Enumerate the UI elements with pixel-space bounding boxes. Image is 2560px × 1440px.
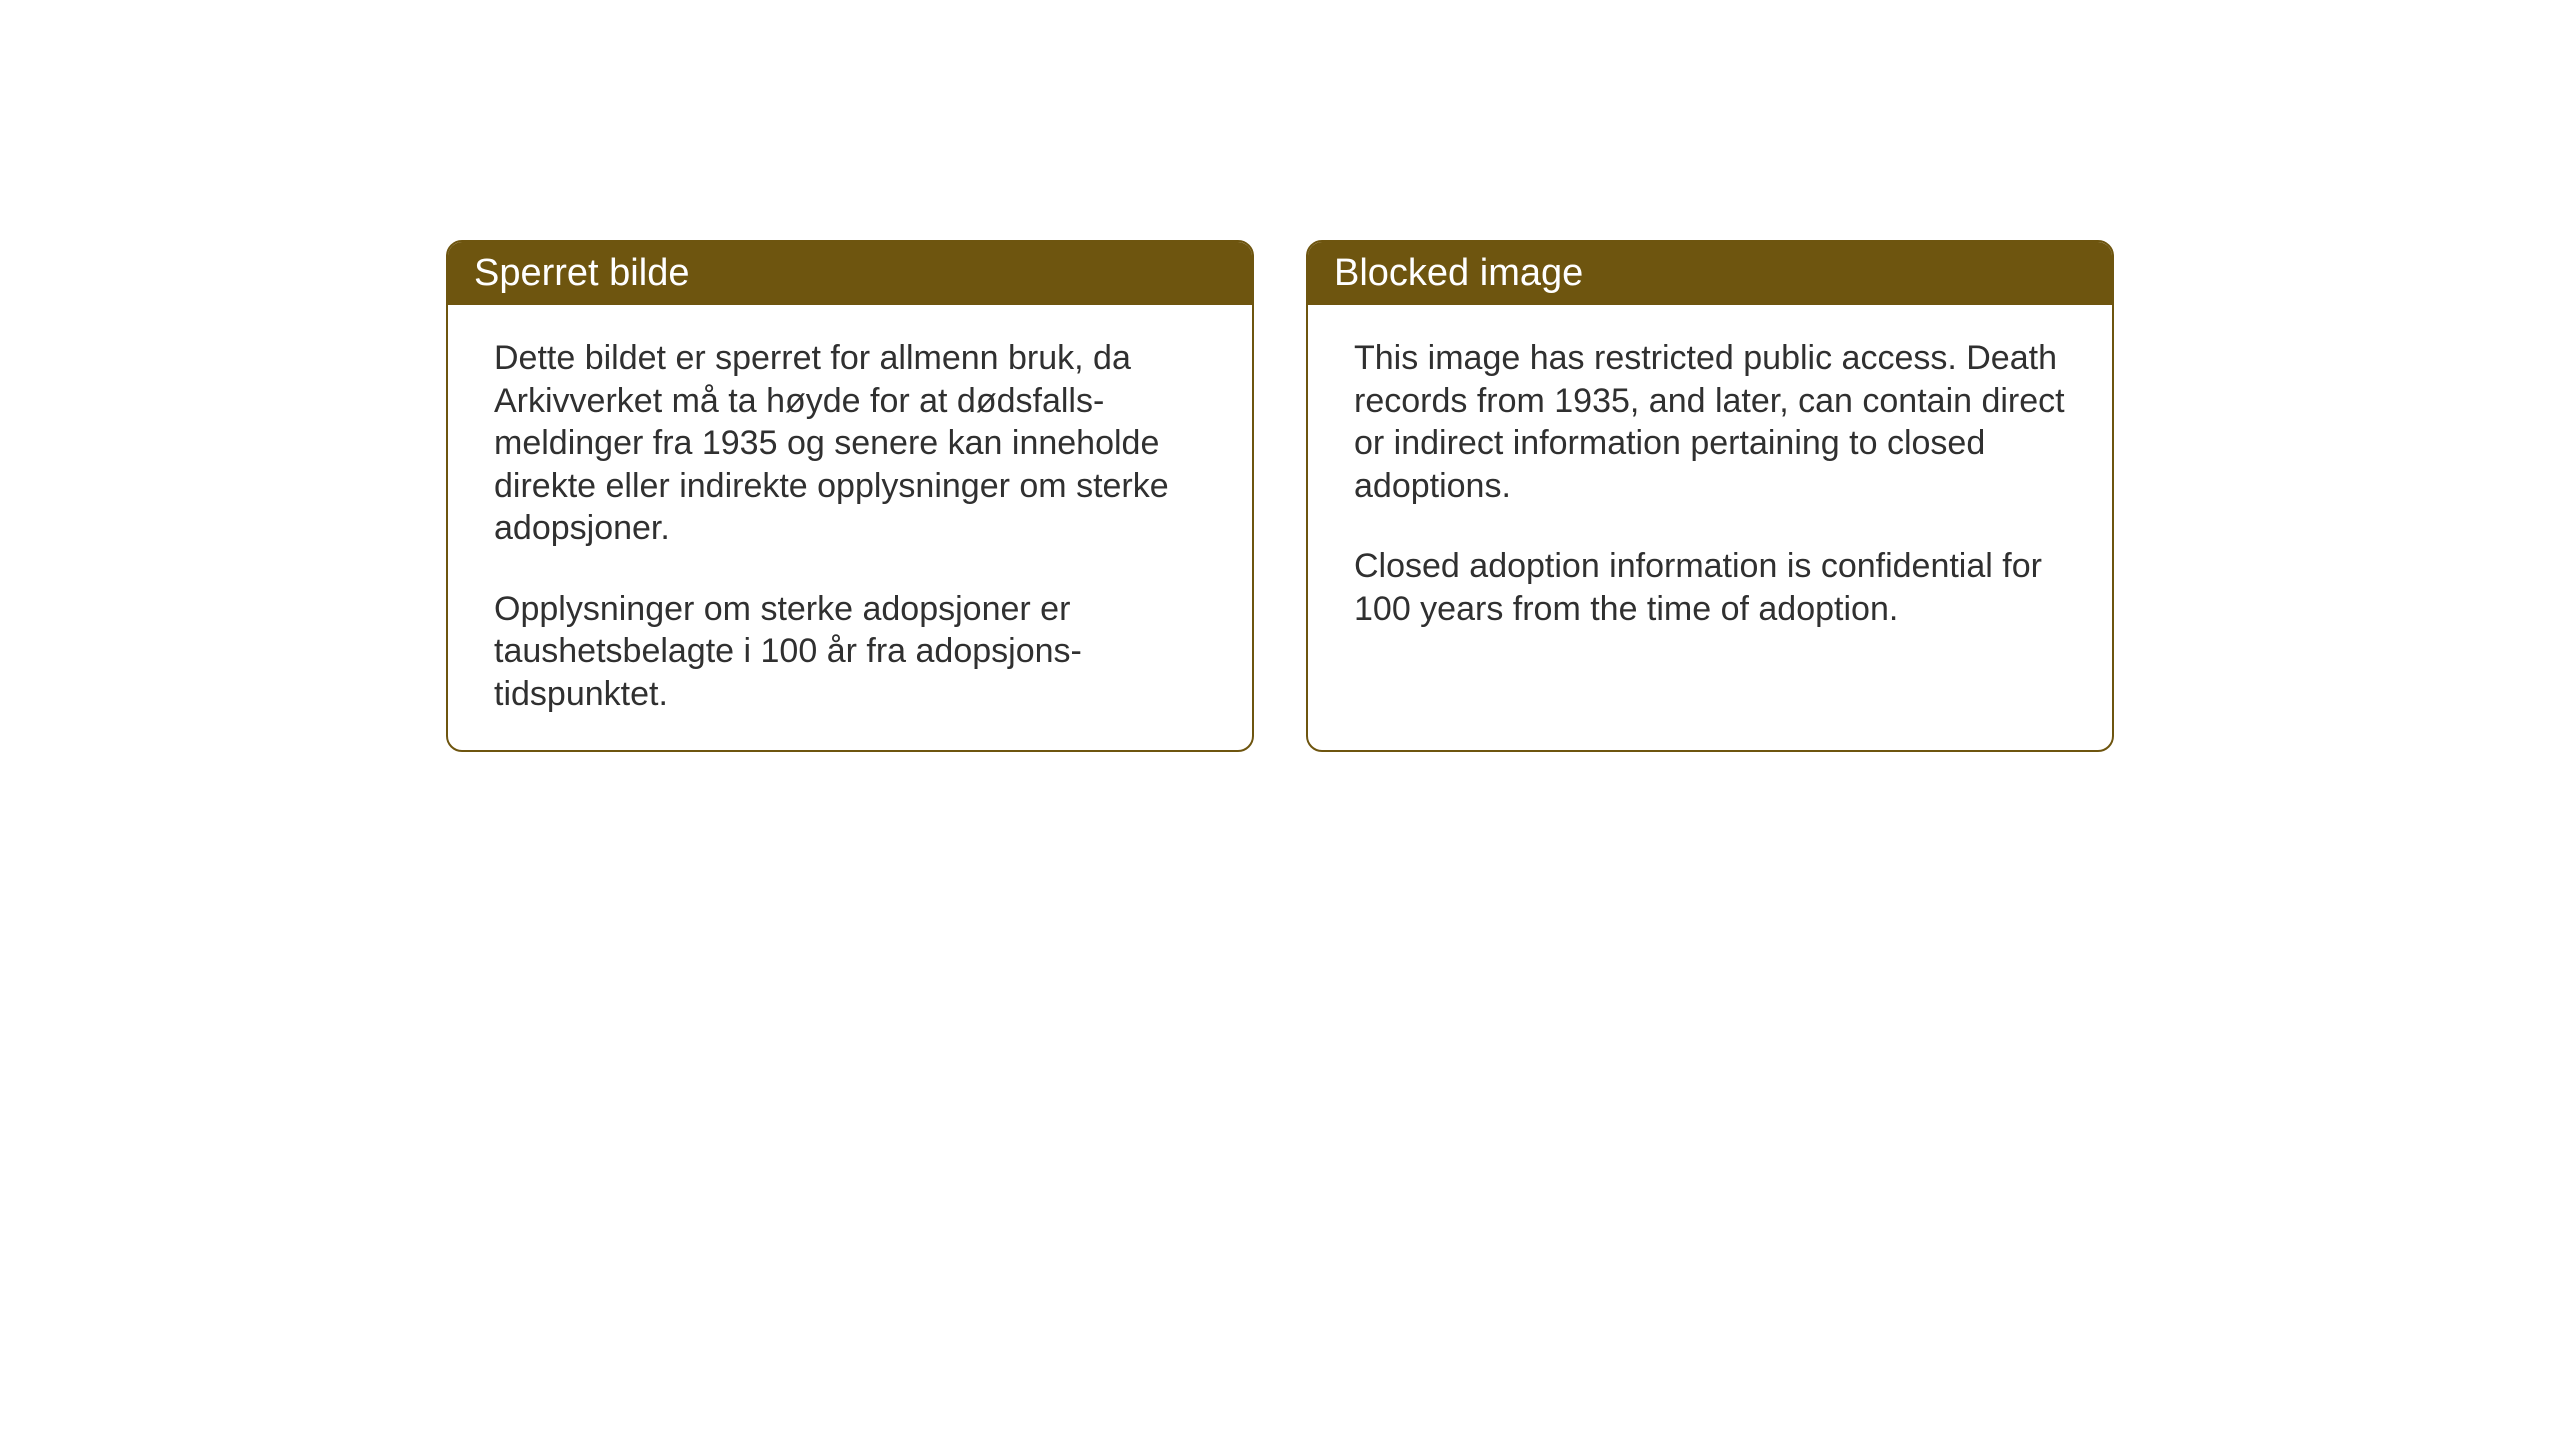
notice-body-norwegian: Dette bildet er sperret for allmenn bruk… — [448, 305, 1252, 747]
notice-paragraph-norwegian-1: Dette bildet er sperret for allmenn bruk… — [494, 337, 1206, 550]
notice-paragraph-norwegian-2: Opplysninger om sterke adopsjoner er tau… — [494, 588, 1206, 716]
notice-paragraph-english-2: Closed adoption information is confident… — [1354, 545, 2066, 630]
notice-header-norwegian: Sperret bilde — [448, 242, 1252, 305]
notice-title-norwegian: Sperret bilde — [474, 252, 689, 294]
notice-paragraph-english-1: This image has restricted public access.… — [1354, 337, 2066, 507]
notice-header-english: Blocked image — [1308, 242, 2112, 305]
notice-title-english: Blocked image — [1334, 252, 1583, 294]
notice-container: Sperret bilde Dette bildet er sperret fo… — [446, 240, 2114, 752]
notice-card-english: Blocked image This image has restricted … — [1306, 240, 2114, 752]
notice-card-norwegian: Sperret bilde Dette bildet er sperret fo… — [446, 240, 1254, 752]
notice-body-english: This image has restricted public access.… — [1308, 305, 2112, 662]
